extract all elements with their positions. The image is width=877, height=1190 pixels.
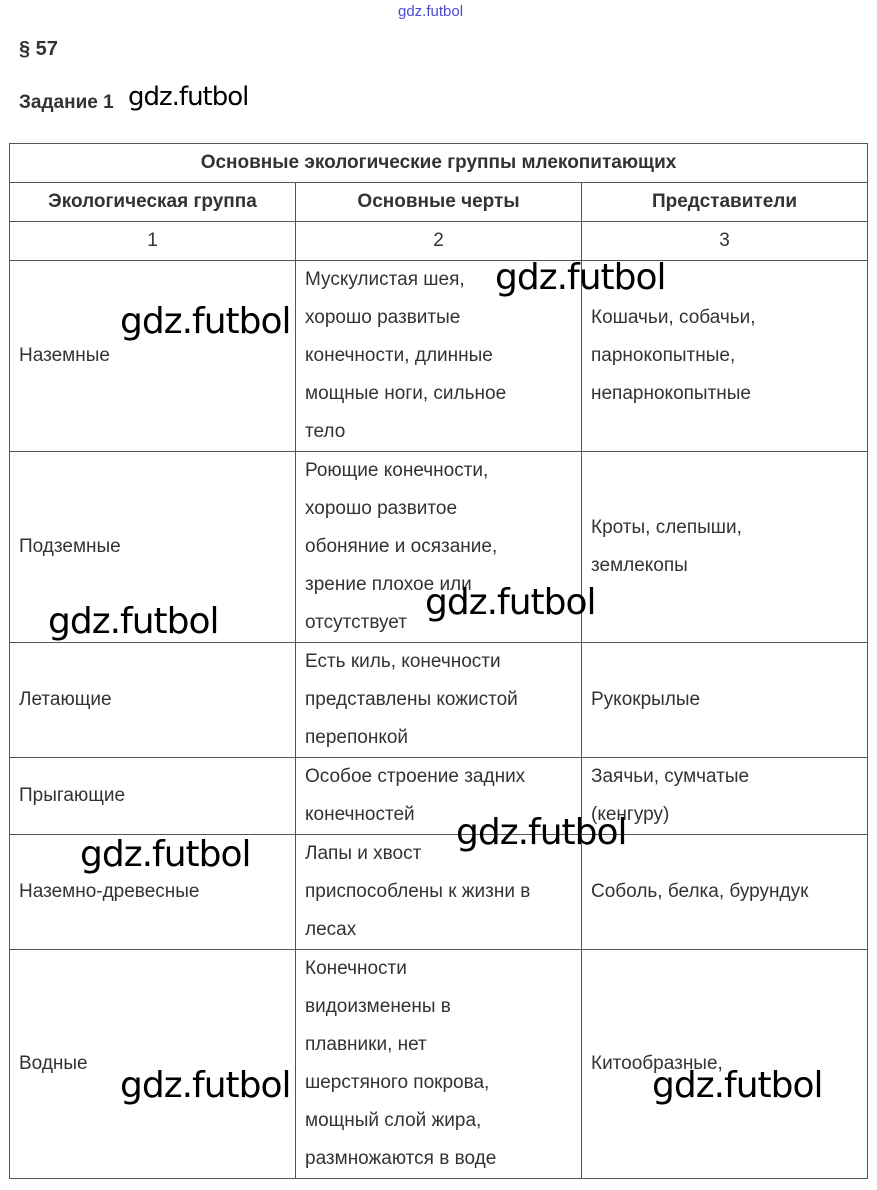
cell-group: Прыгающие [9, 757, 296, 835]
cell-group: Наземные [9, 260, 296, 452]
table-caption: Основные экологические группы млекопитаю… [8, 143, 869, 183]
watermark: gdz.futbol [425, 582, 597, 623]
watermark: gdz.futbol [456, 812, 628, 853]
table-row: Наземно-древесные Лапы и хвост приспособ… [9, 834, 869, 950]
cell-features: Конечности видоизменены в плавники, нет … [295, 949, 582, 1179]
watermark-top: gdz.futbol [398, 3, 464, 20]
cell-features: Лапы и хвост приспособлены к жизни в лес… [295, 834, 582, 950]
header-group: Экологическая группа [9, 182, 296, 222]
header-features: Основные черты [295, 182, 582, 222]
watermark: gdz.futbol [80, 834, 252, 875]
cell-examples: Рукокрылые [580, 642, 869, 758]
cell-features: Особое строение задних конечностей [295, 757, 582, 835]
column-number: 3 [580, 221, 869, 261]
column-number: 1 [9, 221, 296, 261]
table-row: Летающие Есть киль, конечности представл… [9, 642, 869, 758]
cell-examples: Кошачьи, собачьи, парнокопытные, непарно… [580, 260, 869, 452]
table-row: Прыгающие Особое строение задних конечно… [9, 757, 869, 835]
table-row: Наземные Мускулистая шея, хорошо развиты… [9, 260, 869, 452]
mammal-groups-table: Основные экологические группы млекопитаю… [8, 143, 869, 1179]
watermark: gdz.futbol [120, 1065, 292, 1106]
cell-group: Летающие [9, 642, 296, 758]
table-header-row: Экологическая группа Основные черты Пред… [9, 182, 869, 222]
cell-group: Наземно-древесные [9, 834, 296, 950]
watermark: gdz.futbol [495, 257, 667, 298]
cell-features: Есть киль, конечности представлены кожис… [295, 642, 582, 758]
watermark: gdz.futbol [652, 1065, 824, 1106]
watermark: gdz.futbol [128, 82, 249, 112]
cell-group: Подземные [9, 451, 296, 643]
watermark: gdz.futbol [48, 601, 220, 642]
task-title: Задание 1 [19, 92, 114, 113]
watermark: gdz.futbol [120, 301, 292, 342]
cell-group: Водные [9, 949, 296, 1179]
cell-examples: Заячьи, сумчатые (кенгуру) [580, 757, 869, 835]
cell-features: Мускулистая шея, хорошо развитые конечно… [295, 260, 582, 452]
section-number: § 57 [19, 38, 58, 60]
table-row: Водные Конечности видоизменены в плавник… [9, 949, 869, 1179]
cell-examples: Кроты, слепыши, землекопы [580, 451, 869, 643]
table-caption-row: Основные экологические группы млекопитаю… [8, 143, 869, 183]
header-examples: Представители [580, 182, 869, 222]
column-number: 2 [295, 221, 582, 261]
cell-examples: Китообразные, [580, 949, 869, 1179]
table-number-row: 1 2 3 [9, 221, 869, 261]
